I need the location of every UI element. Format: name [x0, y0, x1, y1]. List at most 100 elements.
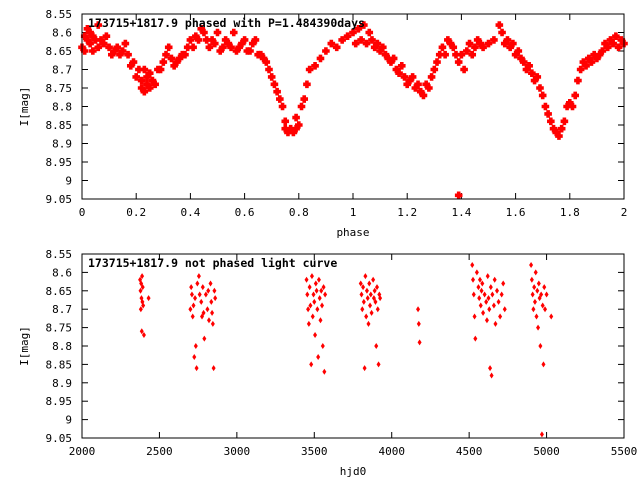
data-point: [525, 62, 533, 70]
x-axis-label: phase: [336, 226, 369, 239]
data-point: [190, 313, 195, 320]
data-point: [276, 95, 284, 103]
data-point: [159, 58, 168, 66]
data-point: [368, 36, 376, 44]
data-point: [306, 320, 311, 327]
data-point: [368, 302, 373, 309]
data-point: [489, 372, 494, 379]
data-point: [281, 117, 290, 126]
data-point: [305, 65, 314, 74]
data-point: [537, 295, 542, 302]
x-tick-label: 1.6: [506, 206, 526, 219]
data-point: [603, 43, 612, 52]
data-point: [427, 73, 436, 81]
data-point: [373, 39, 382, 48]
data-point: [378, 295, 383, 302]
data-point: [203, 291, 208, 298]
data-point: [191, 302, 196, 309]
data-point: [322, 47, 330, 55]
data-point: [532, 284, 537, 291]
data-point: [495, 287, 500, 294]
data-point: [349, 28, 357, 37]
data-point: [246, 47, 254, 55]
data-point: [538, 91, 547, 100]
data-point: [470, 262, 475, 269]
data-point: [200, 284, 205, 291]
data-point: [549, 313, 554, 320]
y-tick-label: 8.65: [46, 45, 73, 58]
data-point: [189, 291, 194, 298]
data-point: [543, 306, 548, 313]
x-tick-label: 3000: [224, 445, 251, 458]
data-point: [364, 313, 369, 320]
data-point: [139, 280, 144, 287]
data-point: [425, 84, 433, 92]
data-point: [86, 39, 94, 48]
data-point: [141, 331, 146, 338]
data-point: [547, 117, 555, 126]
data-point: [145, 69, 154, 77]
data-point: [205, 306, 210, 313]
data-point: [206, 317, 211, 324]
data-point: [486, 295, 491, 302]
data-point: [528, 69, 536, 77]
data-point: [529, 276, 534, 283]
data-point: [359, 291, 364, 298]
phased-light-curve-panel: 0 0.2 0.4 0.6 0.8 1 1.2 1.4 1.6 1.8 2 8.55 8.6 8.65 8.…: [18, 8, 628, 239]
data-point: [132, 73, 140, 81]
data-point: [311, 62, 319, 70]
data-point: [306, 306, 311, 313]
data-point: [124, 50, 132, 59]
data-point: [460, 65, 468, 74]
data-point: [308, 302, 313, 309]
data-point: [129, 58, 138, 66]
data-point: [417, 339, 422, 346]
y-tick-label: 8.95: [46, 156, 73, 169]
data-point: [598, 47, 607, 55]
data-point: [366, 320, 371, 327]
data-point: [140, 87, 149, 96]
x-tick-label: 2: [621, 206, 628, 219]
data-point: [532, 298, 537, 305]
y-tick-label: 8.55: [46, 8, 73, 21]
data-point: [332, 43, 341, 52]
data-point: [474, 269, 479, 276]
data-point: [327, 39, 336, 48]
data-point: [482, 291, 487, 298]
data-point: [303, 80, 311, 89]
data-point: [362, 39, 371, 48]
data-point: [416, 306, 421, 313]
data-point: [501, 280, 506, 287]
data-point: [544, 110, 552, 118]
data-point: [371, 295, 376, 302]
data-point: [316, 354, 321, 361]
data-point: [227, 43, 235, 52]
data-point: [310, 313, 315, 320]
data-point: [213, 28, 222, 37]
data-point: [576, 65, 585, 74]
data-point: [278, 102, 287, 111]
unphased-light-curve-panel: 2000 2500 3000 3500 4000 4500 5000 5500 8.55 8.6 8…: [18, 248, 637, 478]
data-point: [320, 343, 325, 349]
data-point: [612, 32, 620, 40]
data-point: [151, 80, 159, 89]
data-point: [484, 298, 489, 305]
data-point: [496, 298, 501, 305]
data-point: [196, 273, 201, 280]
data-point: [472, 313, 477, 320]
data-point: [541, 102, 550, 111]
data-point: [311, 291, 316, 298]
data-point: [156, 65, 165, 74]
data-point: [376, 361, 381, 368]
x-tick-label: 2000: [69, 445, 96, 458]
data-point: [365, 295, 370, 302]
data-point: [164, 43, 173, 52]
data-point: [471, 276, 476, 283]
x-tick-label: 1.4: [451, 206, 471, 219]
x-tick-label: 0: [79, 206, 86, 219]
data-point: [140, 65, 149, 74]
data-point: [321, 284, 326, 291]
data-point: [471, 291, 476, 298]
data-point: [200, 28, 208, 37]
x-tick-label: 1.8: [560, 206, 580, 219]
